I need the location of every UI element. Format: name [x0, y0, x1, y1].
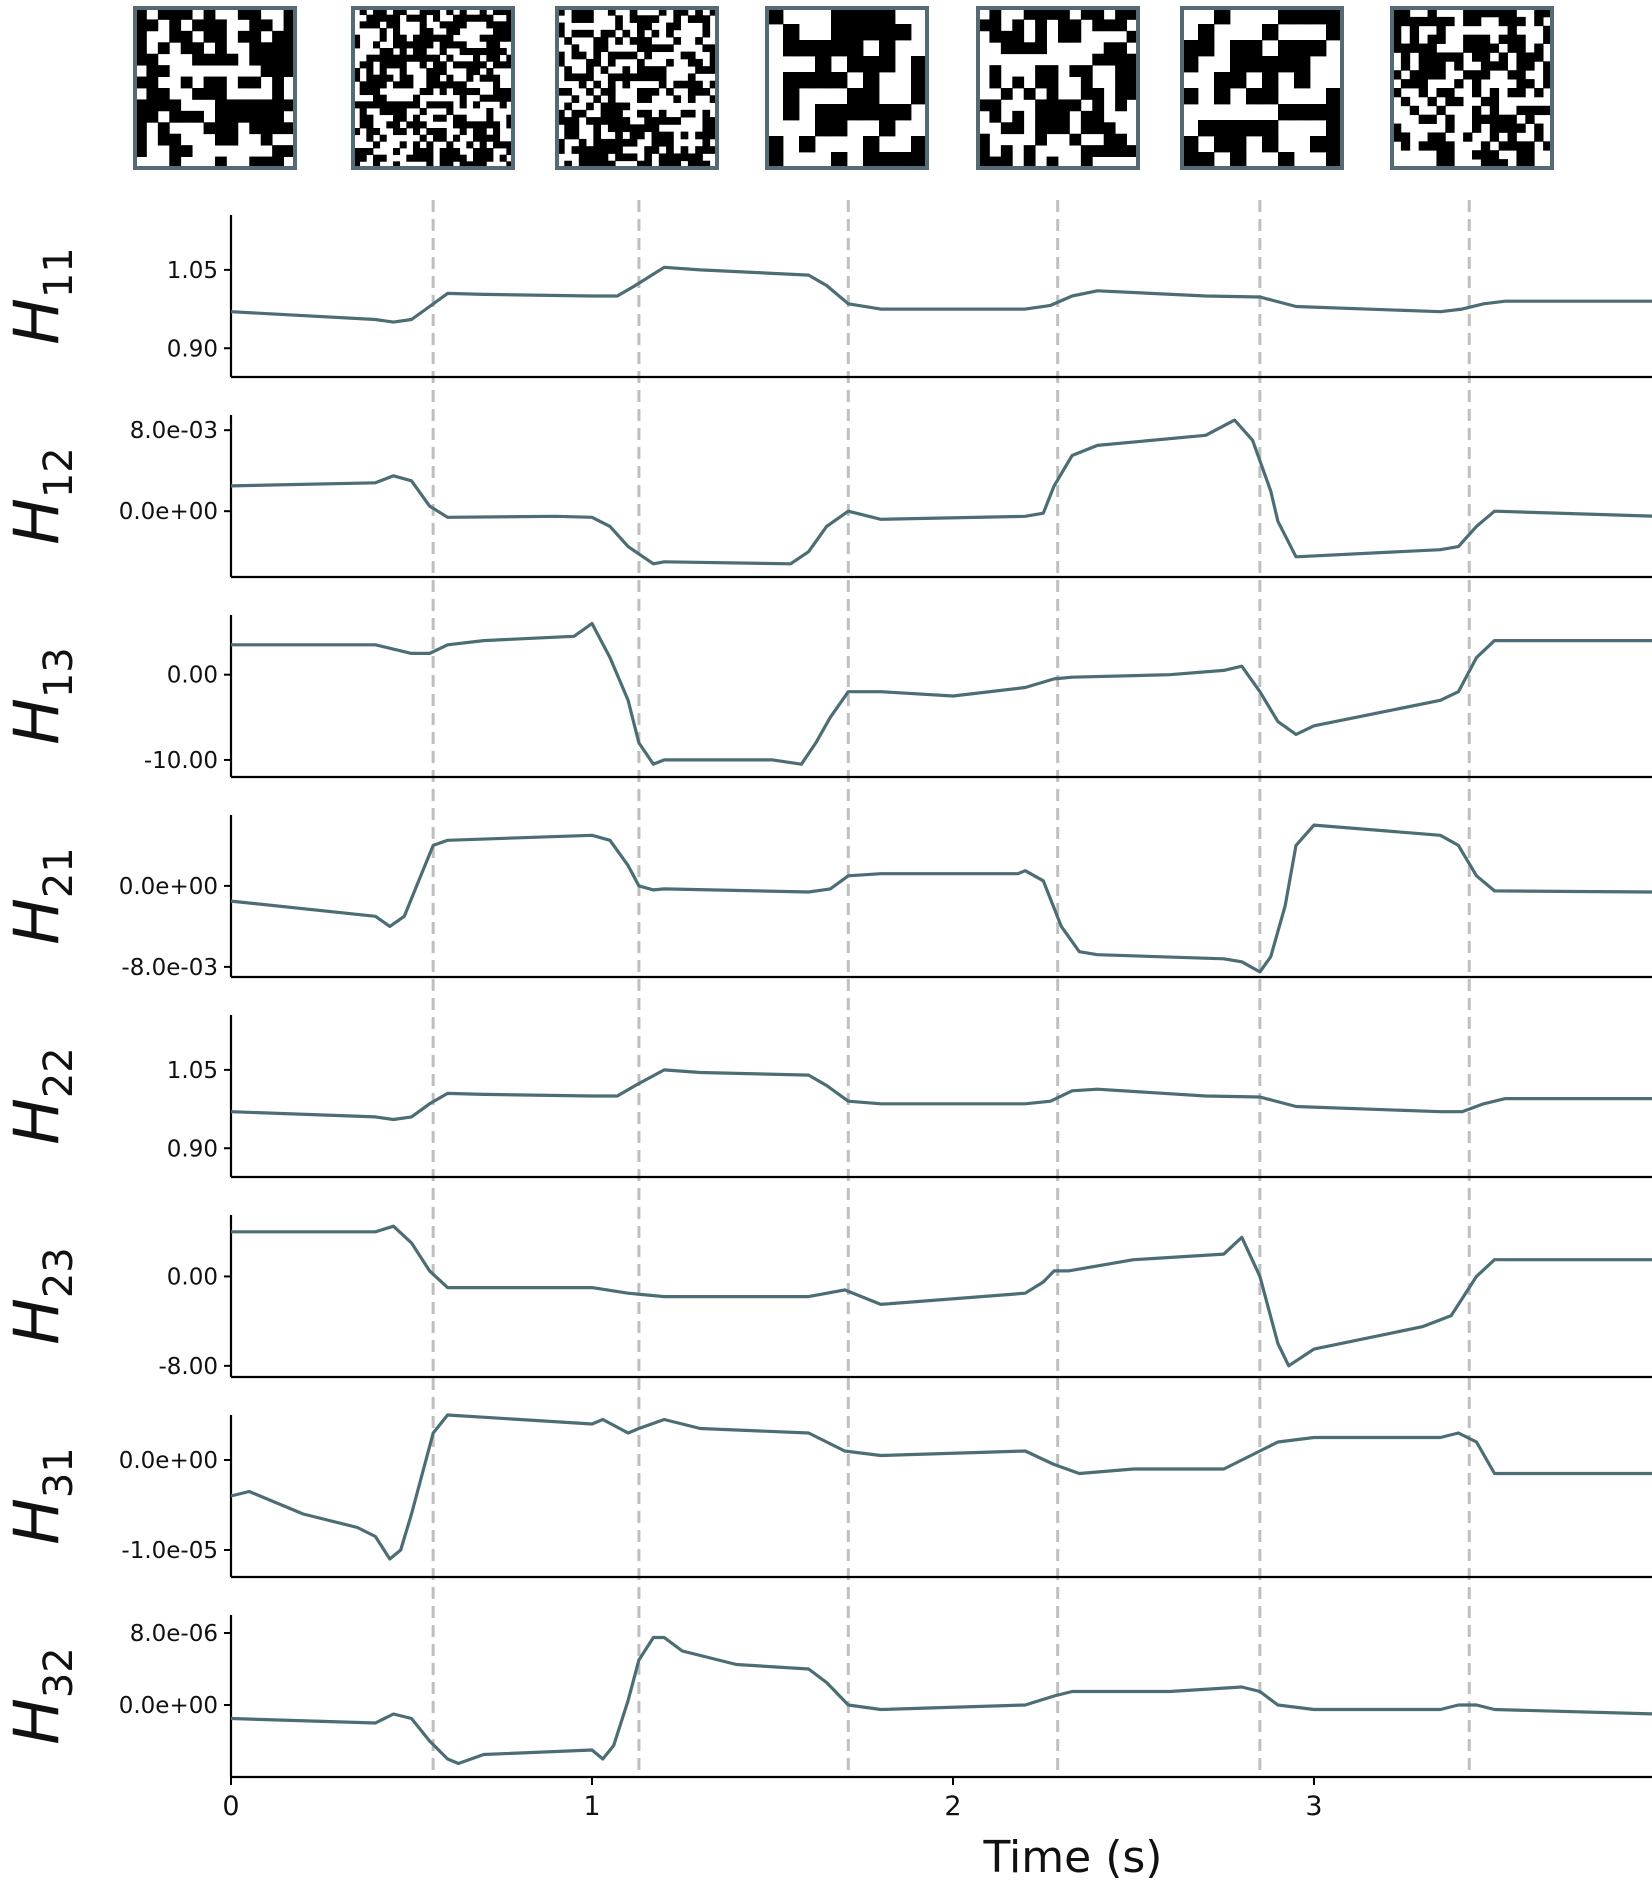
- y-tick-label: -10.00: [144, 748, 218, 774]
- panel-h13: 0.00 -10.00 H13: [0, 615, 1652, 779]
- y-tick-label: 8.0e-03: [130, 418, 218, 444]
- panel-h22: 1.05 0.90 H22: [0, 1015, 1652, 1179]
- y-tick-label: 0.0e+00: [119, 1693, 218, 1719]
- stimulus-thumbnail: [555, 6, 719, 170]
- stimulus-thumbnail: [765, 6, 929, 170]
- hmatrix-panels: 1.05 0.90 H11 8.0e-03 0.0e+00 H12 0.00 -10.00 H1…: [0, 215, 1652, 1779]
- panel-h32: 8.0e-06 0.0e+00 H32: [0, 1615, 1652, 1779]
- series-line: [231, 621, 1652, 766]
- y-tick-label: -8.0e-03: [121, 955, 218, 981]
- row-label: H31: [0, 1447, 82, 1545]
- series-line: [230, 418, 1652, 566]
- row-label: H32: [0, 1647, 82, 1745]
- y-tick-label: 0.0e+00: [119, 874, 218, 900]
- stimulus-thumbnail: [1180, 6, 1344, 170]
- row-label: H21: [0, 847, 82, 945]
- stimulus-thumbnails: [133, 6, 1554, 170]
- panel-h21: 0.0e+00 -8.0e-03 H21: [0, 815, 1652, 981]
- x-tick-label: 2: [944, 1791, 961, 1822]
- series-line: [230, 823, 1652, 974]
- y-tick-label: -8.00: [158, 1354, 218, 1380]
- phase-dividers: [431, 200, 1471, 1776]
- x-tick-label: 1: [583, 1791, 600, 1822]
- x-tick-label: 3: [1305, 1791, 1322, 1822]
- row-label: H12: [0, 447, 82, 545]
- x-tick-label: 0: [222, 1791, 239, 1822]
- y-tick-label: 0.90: [167, 1136, 218, 1162]
- series-line: [231, 1224, 1652, 1368]
- panel-h31: 0.0e+00 -1.0e-05 H31: [0, 1413, 1652, 1579]
- y-tick-label: 1.05: [167, 1058, 218, 1084]
- row-label: H11: [0, 247, 82, 345]
- y-tick-label: 0.00: [167, 663, 218, 689]
- stimulus-thumbnail: [976, 6, 1140, 170]
- row-label: H22: [0, 1047, 82, 1145]
- y-tick-label: 8.0e-06: [130, 1621, 218, 1647]
- panel-h12: 8.0e-03 0.0e+00 H12: [0, 415, 1652, 579]
- y-tick-label: 0.90: [167, 336, 218, 362]
- panel-h23: 0.00 -8.00 H23: [0, 1215, 1652, 1380]
- panel-h11: 1.05 0.90 H11: [0, 215, 1652, 379]
- x-axis-label: Time (s): [983, 1832, 1163, 1883]
- y-tick-label: -1.0e-05: [121, 1538, 218, 1564]
- stimulus-thumbnail: [1390, 6, 1554, 170]
- series-line: [230, 1068, 1652, 1122]
- row-label: H23: [0, 1247, 82, 1345]
- y-tick-label: 0.0e+00: [119, 1448, 218, 1474]
- series-line: [230, 265, 1652, 324]
- y-tick-label: 0.0e+00: [119, 499, 218, 525]
- series-line: [230, 1635, 1652, 1766]
- y-tick-label: 1.05: [167, 258, 218, 284]
- stimulus-thumbnail: [351, 6, 515, 170]
- series-line: [230, 1413, 1652, 1561]
- row-label: H13: [0, 647, 82, 745]
- x-axis: 0 1 2 3: [222, 1777, 1323, 1822]
- stimulus-thumbnail: [133, 6, 297, 170]
- y-tick-label: 0.00: [167, 1264, 218, 1290]
